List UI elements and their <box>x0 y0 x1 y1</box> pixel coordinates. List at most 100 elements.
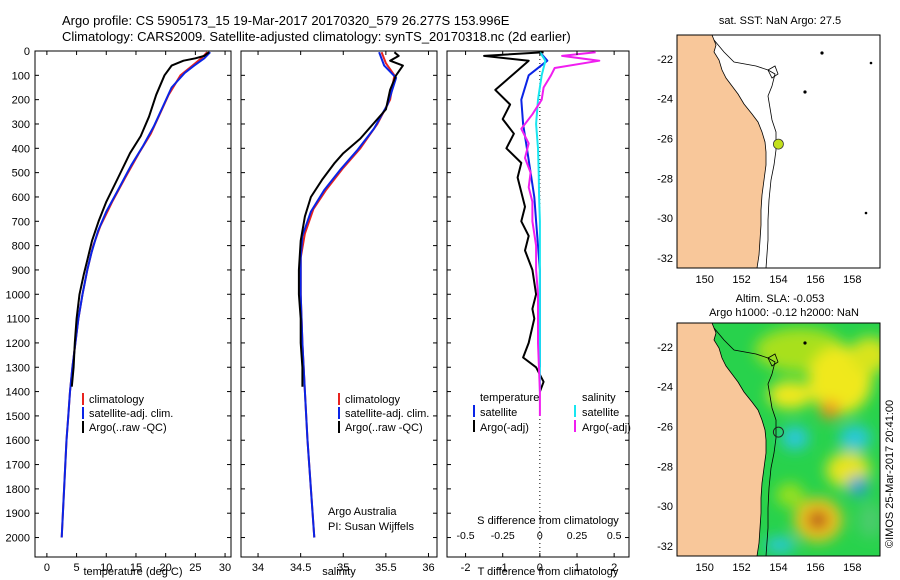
island-dot <box>869 61 873 65</box>
island-dot <box>820 51 824 55</box>
legend-climatology: climatology <box>345 394 401 406</box>
temperature-panel <box>34 50 232 558</box>
y-tick-label: 1800 <box>6 484 30 496</box>
y-tick-label: 1100 <box>6 314 30 326</box>
map-y-tick-label: -22 <box>657 342 673 354</box>
header-line-1: Argo profile: CS 5905173_15 19-Mar-2017 … <box>62 13 510 28</box>
island-outline <box>767 65 779 79</box>
argo-position-marker <box>772 426 784 438</box>
map-sla-subtitle: Argo h1000: -0.12 h2000: NaN <box>709 307 859 319</box>
salinity-panel <box>240 50 438 558</box>
series-line-argo-raw-qc- <box>70 51 210 387</box>
y-tick-label: 1600 <box>6 435 30 447</box>
y-tick-label: 1500 <box>6 411 30 423</box>
legend-satellite: satellite-adj. clim. <box>89 408 173 420</box>
island-outline <box>767 353 779 367</box>
x-tick-label: 2 <box>611 562 617 574</box>
y-tick-label: 800 <box>12 241 30 253</box>
map-y-tick-label: -26 <box>657 134 673 146</box>
map-x-tick-label: 156 <box>806 274 824 286</box>
map-y-tick-label: -30 <box>657 501 673 513</box>
annotation-argo-australia: Argo Australia <box>328 506 397 518</box>
legend-t-argo: Argo(-adj) <box>480 422 529 434</box>
y-tick-label: 100 <box>12 70 30 82</box>
map-x-tick-label: 154 <box>769 562 787 574</box>
legend-argo: Argo(..raw -QC) <box>345 422 423 434</box>
island-dot <box>803 90 807 94</box>
map-x-tick-label: 150 <box>696 274 714 286</box>
x-tick-label: -1 <box>498 562 508 574</box>
x-tick-label: 34 <box>252 562 264 574</box>
land-mass <box>677 35 767 268</box>
x-tick-label: 0 <box>44 562 50 574</box>
map-y-tick-label: -22 <box>657 54 673 66</box>
y-tick-label: 1300 <box>6 362 30 374</box>
map-x-tick-label: 158 <box>843 562 861 574</box>
series-line-satellite-adj-clim- <box>299 51 398 538</box>
argo-position-marker <box>773 138 784 150</box>
legend-s-argo: Argo(-adj) <box>582 422 631 434</box>
y-tick-label: 500 <box>12 168 30 180</box>
map-x-tick-label: 152 <box>732 562 750 574</box>
x-tick-label: -2 <box>461 562 471 574</box>
series-line-satellite-adj-clim- <box>60 51 211 538</box>
y-tick-label: 1400 <box>6 387 30 399</box>
map-y-tick-label: -30 <box>657 213 673 225</box>
land-mass <box>677 323 767 556</box>
legend-argo: Argo(..raw -QC) <box>89 422 167 434</box>
map-y-tick-label: -28 <box>657 461 673 473</box>
map-sla-title: Altim. SLA: -0.053 <box>736 293 825 305</box>
watermark: ©IMOS 25-Mar-2017 20:41:00 <box>884 400 896 548</box>
x-axis-label-s-difference: S difference from climatology <box>477 515 619 527</box>
shelf-contour <box>713 327 777 556</box>
map-x-tick-label: 154 <box>769 274 787 286</box>
x-tick-label: 30 <box>219 562 231 574</box>
x-axis-label-salinity: salinity <box>322 566 356 578</box>
series-line-s-argo-adj- <box>520 51 601 416</box>
s-tick-label: 0 <box>537 530 543 542</box>
x-tick-label: 36 <box>422 562 434 574</box>
shelf-contour <box>713 39 777 268</box>
legend-s-satellite: satellite <box>582 407 619 419</box>
legend-satellite: satellite-adj. clim. <box>345 408 429 420</box>
y-tick-label: 900 <box>12 265 30 277</box>
y-tick-label: 1700 <box>6 460 30 472</box>
series-line-argo-raw-qc- <box>297 51 404 387</box>
y-tick-label: 1000 <box>6 289 30 301</box>
x-tick-label: 34.5 <box>290 562 311 574</box>
map-y-tick-label: -26 <box>657 422 673 434</box>
x-tick-label: 15 <box>130 562 142 574</box>
map-x-tick-label: 158 <box>843 274 861 286</box>
map-y-tick-label: -32 <box>657 541 673 553</box>
map-x-tick-label: 156 <box>806 562 824 574</box>
legend-t-satellite: satellite <box>480 407 517 419</box>
map-y-tick-label: -28 <box>657 173 673 185</box>
map-y-tick-label: -24 <box>657 382 673 394</box>
x-tick-label: 0 <box>537 562 543 574</box>
y-tick-label: 400 <box>12 143 30 155</box>
x-tick-label: 5 <box>74 562 80 574</box>
y-tick-label: 1900 <box>6 508 30 520</box>
x-tick-label: 35 <box>337 562 349 574</box>
map-x-tick-label: 150 <box>696 562 714 574</box>
y-tick-label: 700 <box>12 216 30 228</box>
y-tick-label: 300 <box>12 119 30 131</box>
map-sla-frame <box>676 322 881 557</box>
map-sla <box>677 323 880 556</box>
series-line-s-satellite <box>535 51 547 392</box>
map-sst-title: sat. SST: NaN Argo: 27.5 <box>719 15 841 27</box>
y-tick-label: 600 <box>12 192 30 204</box>
legend-title-salinity: salinity <box>582 392 616 404</box>
x-tick-label: 1 <box>574 562 580 574</box>
annotation-pi: PI: Susan Wijffels <box>328 521 414 533</box>
x-tick-label: 20 <box>160 562 172 574</box>
series-line-t-argo-adj- <box>483 51 545 392</box>
island-dot <box>864 211 868 215</box>
map-y-tick-label: -32 <box>657 253 673 265</box>
s-tick-label: 0.25 <box>567 530 588 542</box>
legend-climatology: climatology <box>89 394 145 406</box>
header-line-2: Climatology: CARS2009. Satellite-adjuste… <box>62 29 571 44</box>
s-tick-label: -0.25 <box>491 530 515 542</box>
x-tick-label: 25 <box>189 562 201 574</box>
